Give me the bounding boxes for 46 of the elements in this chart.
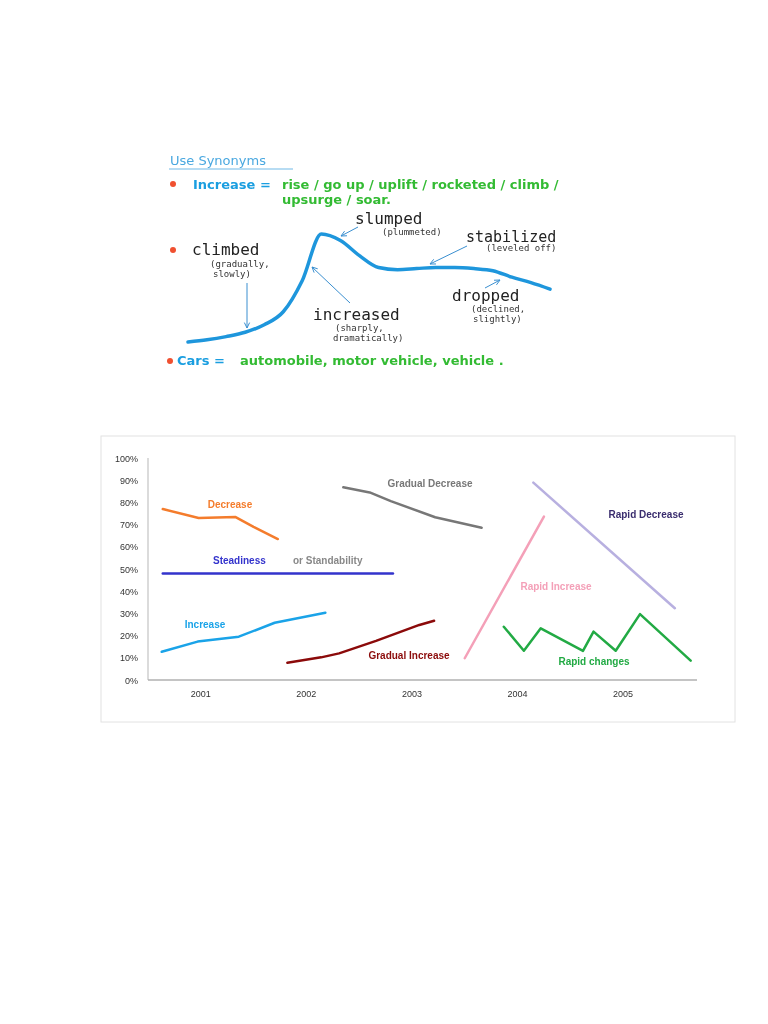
line-series (342, 486, 483, 529)
text: upsurge / soar. (282, 192, 391, 207)
y-tick-label: 90% (119, 475, 138, 486)
annotation: (plummeted) (382, 227, 442, 237)
series-label: Gradual Decrease (387, 478, 473, 489)
annotation: increased (313, 305, 400, 324)
y-tick-label: 0% (124, 675, 138, 686)
text: Rapid Decrease (608, 509, 684, 520)
text: rise / go up / uplift / rocketed / climb / (282, 177, 559, 192)
y-tick-label: 70% (119, 520, 138, 531)
x-tick-label: 2003 (401, 689, 422, 699)
y-tick-label: 50% (119, 564, 138, 575)
annotation: (gradually, (210, 259, 270, 269)
x-tick-label: 2004 (507, 689, 528, 699)
series-label: Gradual Increase (368, 650, 451, 661)
annotation: (declined, (471, 304, 526, 314)
annotation: slightly) (473, 314, 522, 324)
x-tick-label: 2001 (190, 689, 211, 699)
annotation: or Standability (293, 555, 363, 566)
series-label: Rapid changes (558, 656, 630, 667)
series-label: Decrease (207, 499, 253, 510)
y-tick-label: 30% (119, 608, 138, 619)
y-tick-label: 40% (119, 586, 138, 597)
x-tick-label: 2002 (296, 689, 317, 699)
y-tick-label: 80% (119, 497, 138, 508)
series-label: Steadiness (213, 555, 267, 566)
x-tick-label: 2005 (613, 689, 634, 699)
text: Cars = (177, 353, 225, 368)
annotation: (sharply, (335, 323, 384, 333)
y-tick-label: 60% (119, 542, 138, 553)
text: Increase = (193, 177, 271, 192)
y-tick-label: 100% (114, 453, 138, 464)
text: automobile, motor vehicle, vehicle . (240, 353, 504, 368)
annotation: (leveled off) (486, 243, 557, 253)
series-label: Increase (184, 619, 226, 630)
annotation: dropped (452, 286, 520, 305)
chart-title: Use Synonyms (170, 153, 267, 168)
annotation: climbed (192, 240, 260, 259)
line-series (161, 507, 280, 541)
y-tick-label: 10% (119, 653, 138, 664)
line-series (160, 611, 327, 654)
y-tick-label: 20% (119, 631, 138, 642)
series-label: Rapid Increase (520, 581, 592, 592)
annotation: dramatically) (333, 333, 404, 343)
annotation: slowly) (213, 269, 251, 279)
text: slumped (355, 209, 423, 228)
